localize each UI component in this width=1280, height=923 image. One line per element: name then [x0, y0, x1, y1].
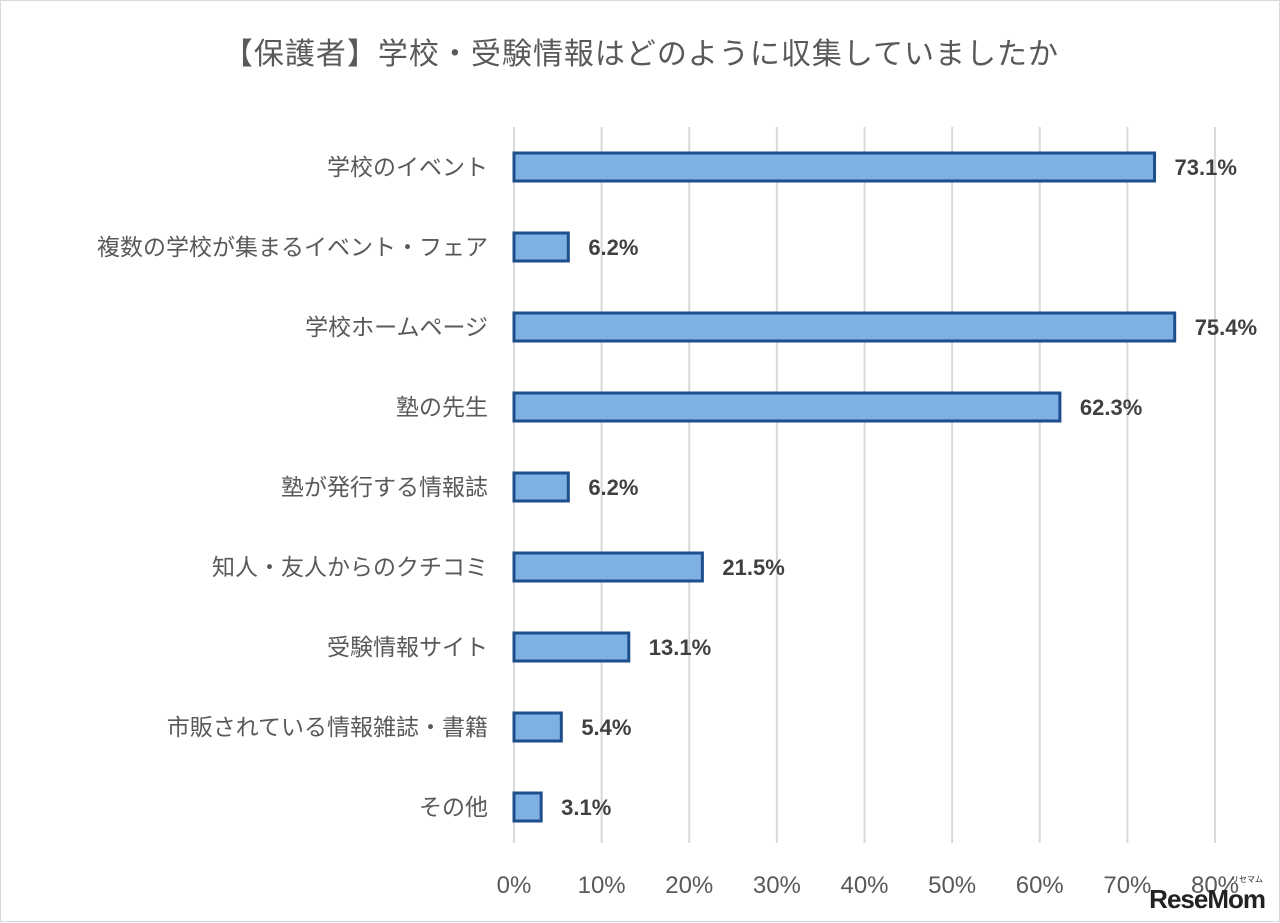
x-tick-label: 70%	[1103, 872, 1151, 899]
bar	[512, 711, 563, 743]
watermark-ruby: リセマム	[1231, 875, 1263, 884]
bars	[512, 151, 1177, 823]
bar	[512, 231, 570, 263]
data-label: 6.2%	[588, 475, 638, 500]
category-label: 市販されている情報雑誌・書籍	[167, 715, 488, 741]
chart-title: 【保護者】学校・受験情報はどのように収集していましたか	[222, 37, 1060, 72]
category-label: 学校のイベント	[327, 155, 488, 181]
x-tick-label: 20%	[665, 872, 713, 899]
category-label: 知人・友人からのクチコミ	[212, 555, 488, 581]
category-label: 受験情報サイト	[327, 635, 488, 661]
x-tick-label: 30%	[753, 872, 801, 899]
bar	[512, 791, 543, 823]
x-tick-label: 50%	[928, 872, 976, 899]
category-label: 複数の学校が集まるイベント・フェア	[97, 235, 488, 261]
category-labels: 学校のイベント複数の学校が集まるイベント・フェア学校ホームページ塾の先生塾が発行…	[97, 155, 488, 821]
x-tick-label: 60%	[1016, 872, 1064, 899]
category-label: その他	[419, 795, 488, 821]
x-tick-label: 0%	[497, 872, 532, 899]
bar	[512, 391, 1062, 423]
bar	[512, 631, 631, 663]
x-axis-ticks: 0% 10% 20% 30% 40% 50% 60% 70% 80%	[497, 872, 1239, 899]
bar	[512, 551, 704, 583]
data-label: 73.1%	[1175, 155, 1237, 180]
x-tick-label: 10%	[578, 872, 626, 899]
data-labels: 73.1% 6.2% 75.4% 62.3% 6.2% 21.5% 13.1% 5.4% 3.1…	[561, 155, 1257, 820]
data-label: 62.3%	[1080, 395, 1142, 420]
data-label: 6.2%	[588, 235, 638, 260]
category-label: 塾の先生	[396, 395, 488, 421]
bar	[512, 311, 1177, 343]
data-label: 13.1%	[649, 635, 711, 660]
data-label: 3.1%	[561, 795, 611, 820]
data-label: 75.4%	[1195, 315, 1257, 340]
x-tick-label: 80%	[1191, 872, 1239, 899]
data-label: 5.4%	[581, 715, 631, 740]
data-label: 21.5%	[722, 555, 784, 580]
category-label: 塾が発行する情報誌	[281, 475, 488, 501]
x-tick-label: 40%	[840, 872, 888, 899]
category-label: 学校ホームページ	[305, 315, 488, 341]
watermark-logo: ReseMom	[1149, 884, 1266, 914]
bar	[512, 151, 1157, 183]
bar	[512, 471, 570, 503]
